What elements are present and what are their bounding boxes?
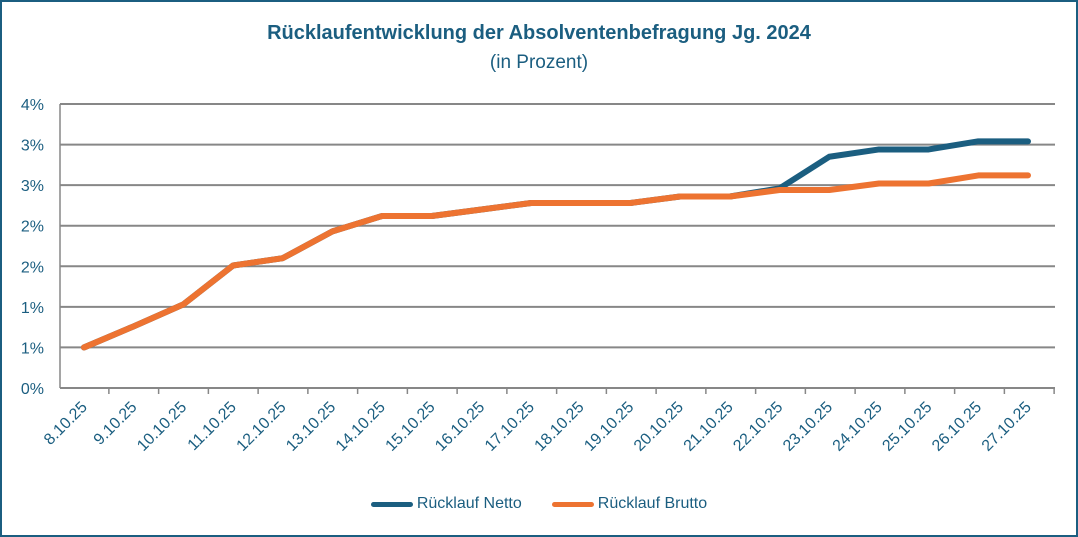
y-tick-label: 4% xyxy=(21,97,44,114)
x-tick-label: 19.10.25 xyxy=(581,399,637,455)
x-tick-label: 17.10.25 xyxy=(482,399,538,455)
x-tick-label: 23.10.25 xyxy=(780,399,836,455)
x-tick-label: 25.10.25 xyxy=(879,399,935,455)
legend: Rücklauf Netto Rücklauf Brutto xyxy=(2,495,1076,513)
legend-swatch-netto xyxy=(370,501,413,507)
x-tick-label: 8.10.25 xyxy=(41,399,91,449)
y-tick-label: 1% xyxy=(21,300,44,317)
y-tick-label: 1% xyxy=(21,340,44,357)
series-line-netto xyxy=(81,138,1031,351)
y-tick-label: 2% xyxy=(21,259,44,276)
x-tick-label: 22.10.25 xyxy=(730,399,786,455)
legend-label-brutto: Rücklauf Brutto xyxy=(597,495,708,512)
y-tick-label: 3% xyxy=(21,178,44,195)
series-line-brutto xyxy=(81,172,1031,351)
x-tick-label: 26.10.25 xyxy=(929,399,985,455)
legend-item-netto: Rücklauf Netto xyxy=(370,495,522,513)
legend-item-brutto: Rücklauf Brutto xyxy=(551,495,708,513)
x-tick-label: 20.10.25 xyxy=(631,399,687,455)
x-tick-label: 15.10.25 xyxy=(383,399,439,455)
x-tick-label: 21.10.25 xyxy=(681,399,737,455)
x-tick-label: 12.10.25 xyxy=(234,399,290,455)
chart-subtitle: (in Prozent) xyxy=(489,52,589,73)
x-tick-label: 24.10.25 xyxy=(830,399,886,455)
x-tick-label: 13.10.25 xyxy=(283,399,339,455)
x-tick-label: 27.10.25 xyxy=(979,399,1035,455)
x-tick-label: 18.10.25 xyxy=(532,399,588,455)
x-tick-label: 10.10.25 xyxy=(134,399,190,455)
x-tick-label: 16.10.25 xyxy=(432,399,488,455)
x-tick-label: 14.10.25 xyxy=(333,399,389,455)
x-tick-label: 11.10.25 xyxy=(185,399,240,454)
legend-label-netto: Rücklauf Netto xyxy=(416,495,522,512)
legend-swatch-brutto xyxy=(551,501,594,507)
y-tick-label: 0% xyxy=(21,381,44,398)
y-tick-label: 3% xyxy=(21,138,44,155)
chart-title: Rücklaufentwicklung der Absolventenbefra… xyxy=(267,22,811,44)
x-tick-label: 9.10.25 xyxy=(91,399,141,449)
y-tick-label: 2% xyxy=(21,219,44,236)
